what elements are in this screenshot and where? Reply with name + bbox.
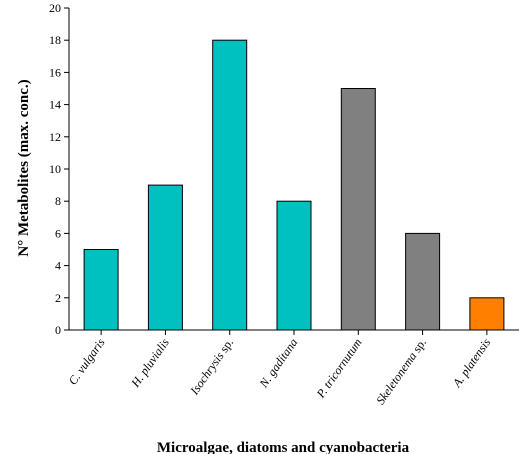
bar-7 — [469, 297, 505, 331]
y-tick-label: 14 — [49, 98, 61, 112]
x-tick-label: Skeletonema sp. — [373, 336, 429, 407]
bar-6 — [405, 232, 441, 331]
y-tick-label: 6 — [55, 226, 61, 240]
x-tick-label: A. platensis — [449, 335, 493, 390]
y-tick-label: 2 — [55, 291, 61, 305]
x-tick-label: C. vulgaris — [66, 335, 108, 387]
bar-2 — [147, 184, 183, 331]
y-tick-label: 10 — [49, 162, 61, 176]
y-tick-label: 16 — [49, 65, 61, 79]
x-axis: C. vulgaris H. pluvialis Isochrysis sp. N. … — [66, 329, 519, 407]
y-tick-label: 20 — [49, 1, 61, 15]
x-tick-label: Isochrysis sp. — [187, 336, 237, 398]
bars-group — [83, 39, 505, 331]
bar-5 — [340, 88, 376, 331]
x-tick-label: H. pluvialis — [128, 335, 172, 390]
y-tick-label: 18 — [49, 33, 61, 47]
y-axis: 0 2 4 6 8 10 12 14 16 18 20 — [49, 1, 70, 337]
x-tick-label: P. tricornutum — [313, 335, 365, 401]
bar-3 — [212, 39, 248, 331]
x-axis-title: Microalgae, diatoms and cyanobacteria — [157, 440, 410, 454]
bar-1 — [83, 249, 119, 331]
x-tick-label: N. gaditana — [256, 336, 301, 391]
y-axis-title: N° Metabolites (max. conc.) — [16, 79, 32, 256]
y-tick-label: 12 — [49, 130, 61, 144]
y-tick-label: 8 — [55, 194, 61, 208]
bar-4 — [276, 200, 312, 331]
y-tick-label: 0 — [55, 323, 61, 337]
y-tick-label: 4 — [55, 259, 61, 273]
